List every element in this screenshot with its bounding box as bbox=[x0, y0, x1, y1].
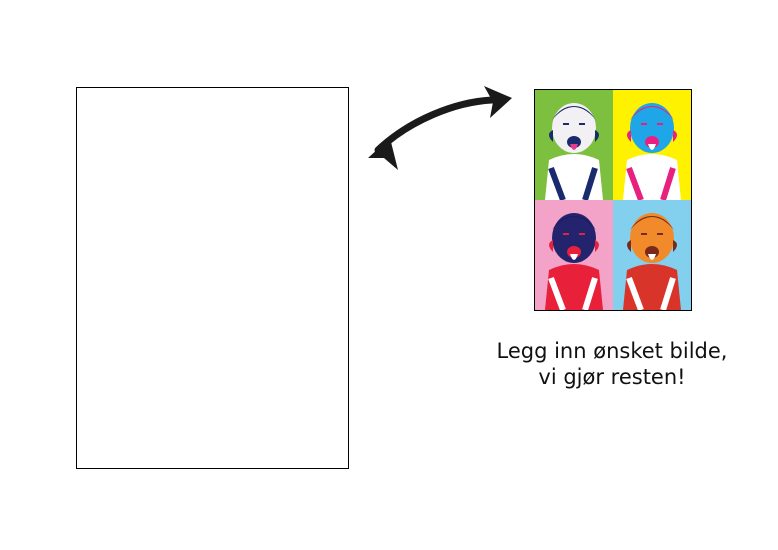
caption-line-2: vi gjør resten! bbox=[538, 365, 686, 389]
popart-tile-yellow bbox=[613, 90, 691, 200]
child-portrait-icon bbox=[535, 90, 613, 200]
caption-line-1: Legg inn ønsket bilde, bbox=[496, 339, 728, 363]
child-portrait-icon bbox=[535, 200, 613, 310]
popart-example-image bbox=[534, 89, 692, 311]
child-portrait-icon bbox=[613, 200, 691, 310]
instruction-caption: Legg inn ønsket bilde, vi gjør resten! bbox=[470, 338, 754, 390]
curved-arrow-icon bbox=[368, 86, 512, 170]
popart-tile-blue bbox=[613, 200, 691, 310]
child-portrait-icon bbox=[613, 90, 691, 200]
popart-tile-green bbox=[535, 90, 613, 200]
image-upload-area[interactable] bbox=[76, 87, 349, 469]
popart-tile-pink bbox=[535, 200, 613, 310]
